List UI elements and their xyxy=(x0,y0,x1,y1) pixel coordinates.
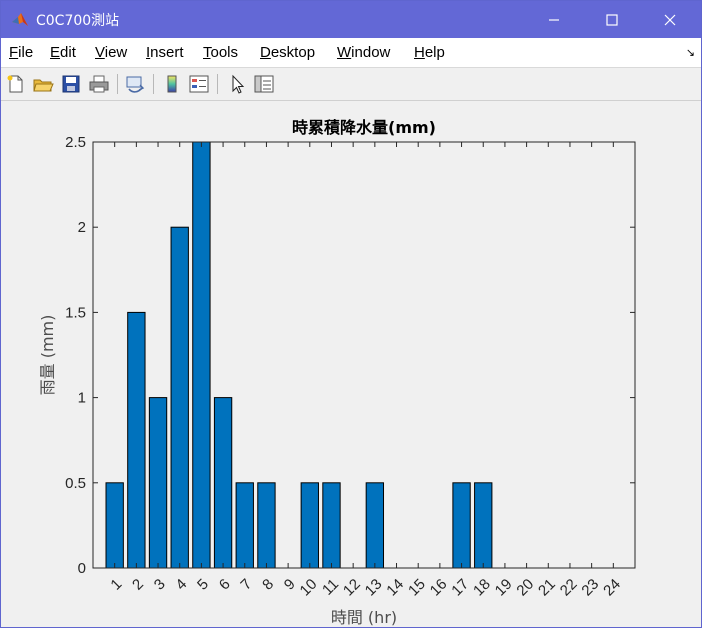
close-icon xyxy=(664,14,676,25)
bar-10 xyxy=(300,482,319,569)
x-tick-label: 10 xyxy=(297,576,321,600)
x-tick-label: 2 xyxy=(129,576,147,594)
x-tick-label: 14 xyxy=(383,576,407,600)
property-inspector-icon[interactable] xyxy=(253,73,275,95)
bar-17 xyxy=(452,482,471,569)
close-button[interactable] xyxy=(647,1,693,38)
bar-2 xyxy=(127,311,146,569)
colorbar-icon[interactable] xyxy=(161,73,183,95)
y-axis-label: 雨量 (mm) xyxy=(38,315,57,396)
axes-box xyxy=(92,141,636,569)
x-tick-label: 3 xyxy=(151,576,169,594)
bar-1 xyxy=(105,482,124,569)
bar-13 xyxy=(365,482,385,569)
y-tick-label: 1 xyxy=(78,390,86,407)
x-tick-label: 15 xyxy=(405,576,429,600)
y-tick-label: 0 xyxy=(78,560,86,577)
x-tick-label: 5 xyxy=(194,576,212,594)
x-tick-label: 22 xyxy=(557,576,581,600)
chart-title: 時累積降水量(mm) xyxy=(292,118,436,137)
x-tick-label: 13 xyxy=(362,576,386,600)
bar-5 xyxy=(192,141,211,569)
bar-chart: 時累積降水量(mm) 1 2 3 4 5 6 7 8 910111213141516171819… xyxy=(38,118,636,627)
x-tick-label: 6 xyxy=(216,576,234,594)
menu-help[interactable]: Help xyxy=(414,44,445,61)
menu-window[interactable]: Window xyxy=(337,44,391,61)
minimize-icon xyxy=(549,18,559,21)
toolbar-separator xyxy=(153,74,154,94)
x-tick-label: 17 xyxy=(448,576,472,600)
menu-tools[interactable]: Tools xyxy=(203,44,239,61)
x-tick-label: 18 xyxy=(470,576,494,600)
toolbar-separator xyxy=(217,74,218,94)
print-icon[interactable] xyxy=(88,73,110,95)
title-bar[interactable]: C0C700測站 xyxy=(1,1,701,38)
menu-bar: File Edit View Insert Tools Desktop Wind… xyxy=(1,38,701,68)
x-tick-label: 24 xyxy=(600,576,624,600)
x-tick-label: 16 xyxy=(427,576,451,600)
y-tick-label: 2.5 xyxy=(65,134,86,151)
bar-6 xyxy=(213,397,233,569)
maximize-button[interactable] xyxy=(589,1,635,38)
bar-4 xyxy=(170,226,189,569)
bar-8 xyxy=(257,482,276,569)
x-tick-label: 19 xyxy=(492,576,516,600)
y-tick-label: 0.5 xyxy=(65,475,86,492)
menu-file[interactable]: File xyxy=(9,44,34,61)
x-tick-label: 8 xyxy=(259,576,277,594)
x-tick-label: 11 xyxy=(319,576,342,599)
window-title: C0C700測站 xyxy=(36,13,120,29)
maximize-icon xyxy=(606,13,618,26)
matlab-logo-icon xyxy=(12,13,28,26)
x-tick-label: 23 xyxy=(578,576,602,600)
pointer-icon[interactable] xyxy=(226,73,248,95)
new-figure-icon[interactable] xyxy=(5,73,27,95)
open-file-icon[interactable] xyxy=(32,73,54,95)
x-tick-label: 4 xyxy=(172,576,190,594)
bar-18 xyxy=(474,482,493,569)
x-tick-label: 9 xyxy=(281,576,299,594)
menu-edit[interactable]: Edit xyxy=(50,44,76,61)
link-plot-icon[interactable] xyxy=(124,73,146,95)
y-tick-label: 2 xyxy=(78,219,86,236)
minimize-button[interactable] xyxy=(531,1,577,38)
bar-3 xyxy=(148,397,168,569)
x-tick-label: 21 xyxy=(535,576,559,600)
toolbar xyxy=(1,68,701,101)
x-tick-label: 20 xyxy=(513,576,537,600)
x-tick-label: 12 xyxy=(340,576,364,600)
x-tick-label: 7 xyxy=(237,576,255,594)
x-tick-label: 1 xyxy=(107,576,125,594)
y-tick-label: 1.5 xyxy=(65,304,86,321)
dock-arrow-icon[interactable]: ↘ xyxy=(685,46,695,59)
bar-7 xyxy=(235,482,254,569)
save-icon[interactable] xyxy=(60,73,82,95)
toolbar-separator xyxy=(117,74,118,94)
menu-view[interactable]: View xyxy=(95,44,128,61)
bar-11 xyxy=(322,482,341,569)
menu-insert[interactable]: Insert xyxy=(146,44,184,61)
legend-icon[interactable] xyxy=(188,73,210,95)
figure-canvas: 時累積降水量(mm) 1 2 3 4 5 6 7 8 9 10 11 12 13 14 15 16 17 18 19… xyxy=(1,101,701,627)
x-axis-label: 時間 (hr) xyxy=(331,608,397,627)
menu-desktop[interactable]: Desktop xyxy=(260,44,316,61)
